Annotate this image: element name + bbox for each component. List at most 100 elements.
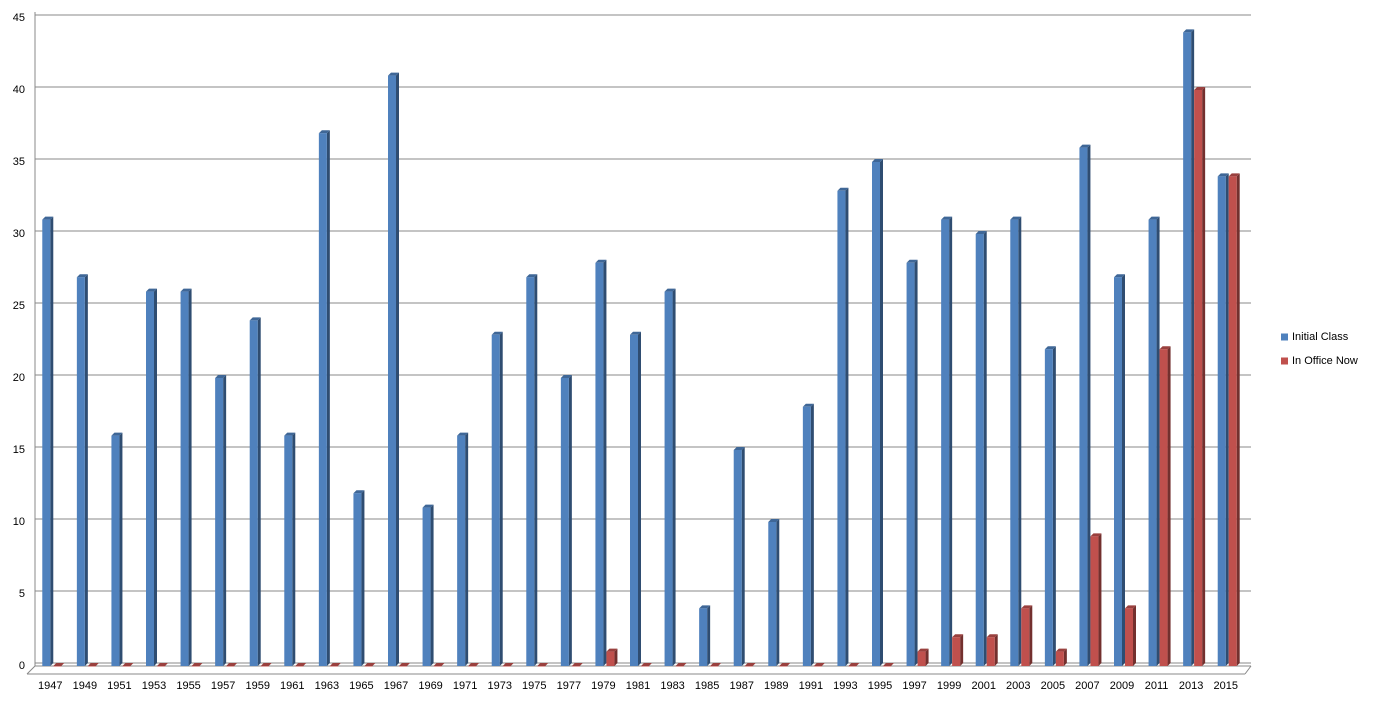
bar-top <box>191 663 203 666</box>
bar <box>42 216 54 666</box>
bar-face <box>318 133 327 666</box>
bar-face <box>906 262 915 666</box>
bar-face <box>111 435 120 666</box>
y-tick-label: 40 <box>13 84 25 96</box>
x-tick-label: 1987 <box>729 680 753 692</box>
floor-edge <box>1244 665 1252 675</box>
bar-side <box>568 375 572 666</box>
bar-face <box>1183 32 1192 666</box>
bar-top <box>388 72 399 76</box>
bar <box>699 605 711 666</box>
bar-face <box>699 608 708 666</box>
bar-top <box>802 403 814 407</box>
bar-top <box>1228 173 1240 177</box>
bar-top <box>87 663 99 666</box>
bar <box>1148 216 1160 666</box>
bar <box>318 130 330 666</box>
bar-face <box>560 378 569 666</box>
x-tick-label: 1959 <box>245 680 269 692</box>
bar-face <box>986 637 995 666</box>
bar-top <box>1021 605 1033 609</box>
x-tick-label: 2001 <box>971 680 995 692</box>
bar-side <box>672 288 676 666</box>
bar-face <box>433 666 442 667</box>
bar-side <box>1087 144 1091 667</box>
bar-top <box>848 663 860 666</box>
bar-top <box>502 663 514 666</box>
x-tick-label: 1951 <box>107 680 131 692</box>
x-tick-label: 1965 <box>349 680 373 692</box>
bar-top <box>399 663 410 666</box>
bar <box>502 663 514 667</box>
bar <box>641 663 652 667</box>
bar-top <box>872 159 883 162</box>
bar-top <box>571 663 583 666</box>
bar-face <box>675 666 684 667</box>
bar-face <box>537 666 546 667</box>
bar-face <box>42 219 51 666</box>
bar-face <box>744 666 753 667</box>
bar <box>1114 274 1125 666</box>
bar-top <box>837 187 849 191</box>
bar-side <box>396 72 399 667</box>
bar-top <box>329 663 341 666</box>
bar-side <box>1122 274 1125 666</box>
x-tick-label: 1989 <box>764 680 788 692</box>
bar-face <box>1010 219 1019 666</box>
bar <box>457 432 469 666</box>
bar-side <box>914 259 918 666</box>
x-tick-label: 2015 <box>1213 680 1237 692</box>
bar-face <box>87 666 96 667</box>
x-tick-label: 1957 <box>211 680 235 692</box>
bar-top <box>295 663 307 666</box>
x-tick-label: 1969 <box>418 680 442 692</box>
bar-side <box>614 648 618 666</box>
bar-face <box>837 190 846 667</box>
bar-side <box>499 331 503 666</box>
bar <box>284 432 296 666</box>
bar-face <box>180 291 189 666</box>
bar-top <box>699 605 711 609</box>
bar-top <box>744 663 756 666</box>
bar-side <box>119 432 123 666</box>
y-tick-label: 15 <box>13 444 25 456</box>
bar-face <box>249 320 258 666</box>
bar-side <box>741 447 745 666</box>
bar-face <box>606 651 615 666</box>
bar <box>87 663 99 667</box>
bar-face <box>641 666 649 667</box>
bar-top <box>491 331 503 335</box>
bar-top <box>641 663 652 666</box>
bar-side <box>810 403 814 666</box>
x-tick-label: 1961 <box>280 680 304 692</box>
bar <box>422 504 434 666</box>
bar-top <box>76 274 88 278</box>
bar-top <box>1044 346 1056 350</box>
bar <box>388 72 399 667</box>
bar <box>986 634 998 666</box>
bar-top <box>422 504 434 508</box>
x-tick-label: 2013 <box>1179 680 1203 692</box>
bar-side <box>845 187 849 667</box>
bar-side <box>326 130 330 666</box>
floor-edge <box>26 665 36 675</box>
bar-face <box>1055 651 1064 666</box>
bar-side <box>1191 29 1195 666</box>
bar-face <box>226 666 235 667</box>
bar-side <box>1167 346 1171 666</box>
bar-top <box>249 317 261 321</box>
bar-top <box>664 288 676 292</box>
bar-side <box>1063 648 1067 666</box>
x-tick-label: 1995 <box>868 680 892 692</box>
bar <box>191 663 203 667</box>
bar <box>571 663 583 667</box>
bar <box>883 663 894 667</box>
bar <box>595 259 607 666</box>
bar-face <box>502 666 511 667</box>
bar <box>1159 346 1171 666</box>
bar <box>353 490 365 666</box>
bar <box>180 288 192 666</box>
bar-face <box>768 522 777 666</box>
bar-top <box>1159 346 1171 350</box>
